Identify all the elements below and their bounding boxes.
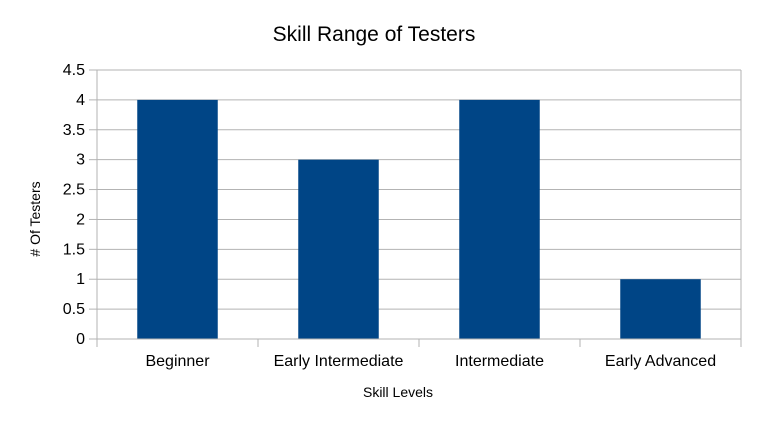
bar-beginner (137, 99, 218, 339)
x-tick-label: Beginner (145, 353, 210, 370)
y-tick-label: 1.5 (63, 241, 85, 258)
y-tick-label: 4.5 (63, 62, 85, 79)
y-tick-labels: 0 0.5 1 1.5 2 2.5 3 3.5 4 4.5 (63, 62, 85, 348)
y-tick-label: 3 (76, 152, 85, 169)
y-tick-label: 0.5 (63, 301, 85, 318)
bar-intermediate (459, 99, 540, 339)
bar-early-intermediate (298, 159, 379, 339)
chart-title: Skill Range of Testers (273, 23, 476, 46)
y-tick-label: 2.5 (63, 182, 85, 199)
x-axis-label: Skill Levels (363, 384, 433, 400)
y-tick-label: 1 (76, 271, 85, 288)
y-tick-label: 0 (76, 331, 85, 348)
y-tick-label: 3.5 (63, 122, 85, 139)
x-tick-labels: Beginner Early Intermediate Intermediate Ea… (145, 353, 716, 370)
x-tick-label: Early Advanced (605, 353, 716, 370)
x-tick-label: Early Intermediate (274, 353, 404, 370)
y-tick-label: 2 (76, 211, 85, 228)
y-tick-label: 4 (76, 92, 85, 109)
axes (89, 69, 742, 347)
bars (137, 99, 701, 339)
x-tick-label: Intermediate (455, 353, 544, 370)
y-axis-label: # Of Testers (27, 181, 43, 256)
bar-early-advanced (620, 279, 701, 339)
